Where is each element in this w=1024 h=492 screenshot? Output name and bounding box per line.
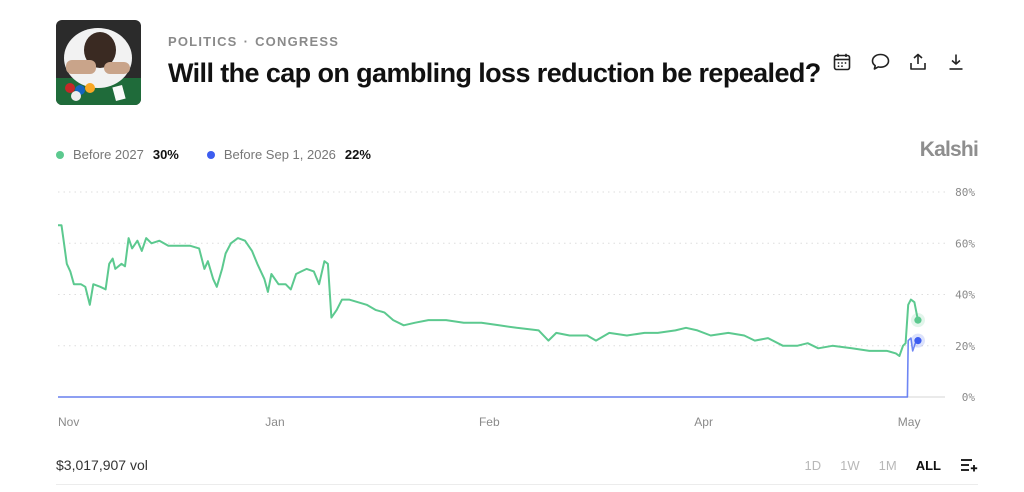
series-line[interactable] bbox=[58, 224, 919, 357]
legend-value: 22% bbox=[344, 147, 371, 162]
x-tick-label: Jan bbox=[265, 415, 284, 429]
series-endpoint-dot[interactable] bbox=[914, 316, 922, 324]
x-tick-label: Feb bbox=[479, 415, 500, 429]
download-icon bbox=[949, 54, 963, 70]
series-line[interactable] bbox=[58, 337, 919, 398]
grid-lines bbox=[58, 191, 945, 398]
share-button[interactable] bbox=[908, 50, 928, 74]
y-tick-label: 40% bbox=[955, 289, 975, 302]
y-tick-label: 60% bbox=[955, 237, 975, 250]
legend-value: 30% bbox=[152, 147, 179, 162]
range-selector: 1D 1W 1M ALL bbox=[805, 458, 978, 473]
breadcrumb-item[interactable]: CONGRESS bbox=[255, 34, 340, 49]
series-lines bbox=[58, 224, 925, 398]
price-chart[interactable]: 0% 20% 40% 60% 80% Nov Jan Feb Apr May bbox=[0, 175, 1024, 435]
legend-dot bbox=[206, 150, 215, 159]
comment-button[interactable] bbox=[870, 50, 890, 74]
breadcrumb-item[interactable]: POLITICS bbox=[168, 34, 238, 49]
chart-settings-button[interactable] bbox=[960, 458, 978, 472]
series-endpoint-dot[interactable] bbox=[914, 337, 922, 345]
page-title: Will the cap on gambling loss reduction … bbox=[168, 58, 821, 88]
x-axis: Nov Jan Feb Apr May bbox=[58, 415, 920, 429]
range-1m[interactable]: 1M bbox=[878, 457, 897, 473]
list-plus-icon bbox=[961, 459, 978, 472]
download-button[interactable] bbox=[946, 50, 966, 74]
legend-item-before-2027[interactable]: Before 2027 30% bbox=[56, 147, 179, 162]
range-all[interactable]: ALL bbox=[915, 457, 941, 473]
breadcrumb-separator: · bbox=[243, 34, 250, 49]
calendar-icon bbox=[833, 53, 851, 71]
y-tick-label: 0% bbox=[962, 391, 976, 404]
kalshi-logo: Kalshi bbox=[919, 138, 979, 161]
legend-dot bbox=[56, 150, 64, 159]
x-tick-label: May bbox=[898, 415, 921, 429]
calendar-button[interactable] bbox=[832, 50, 852, 74]
legend-item-before-sep-2026[interactable]: Before Sep 1, 2026 22% bbox=[206, 147, 371, 162]
y-tick-label: 20% bbox=[955, 340, 975, 353]
x-tick-label: Nov bbox=[58, 415, 79, 429]
chart-legend: Before 2027 30% Before Sep 1, 2026 22% bbox=[56, 147, 399, 162]
y-axis: 0% 20% 40% 60% 80% bbox=[955, 186, 975, 404]
comment-icon bbox=[871, 53, 889, 70]
y-tick-label: 80% bbox=[955, 186, 975, 199]
legend-label: Before 2027 bbox=[73, 147, 144, 162]
market-thumbnail bbox=[56, 20, 141, 105]
x-tick-label: Apr bbox=[694, 415, 713, 429]
breadcrumb: POLITICS · CONGRESS bbox=[168, 34, 339, 49]
poker-table-photo bbox=[56, 20, 141, 105]
action-toolbar bbox=[832, 50, 966, 74]
range-1d[interactable]: 1D bbox=[804, 457, 822, 473]
chart-footer: $3,017,907 vol 1D 1W 1M ALL bbox=[56, 457, 978, 473]
range-1w[interactable]: 1W bbox=[840, 457, 860, 473]
volume-label: $3,017,907 vol bbox=[56, 457, 148, 473]
footer-divider bbox=[56, 484, 978, 485]
share-icon bbox=[910, 53, 926, 70]
legend-label: Before Sep 1, 2026 bbox=[223, 147, 336, 162]
